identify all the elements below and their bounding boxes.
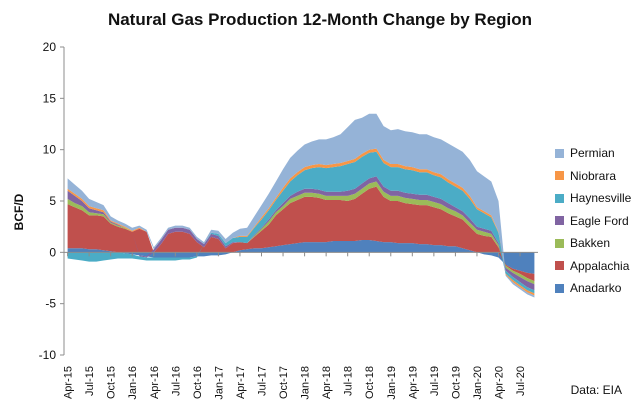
legend-label: Bakken [570, 236, 611, 251]
y-tick-labels: -10 -5 0 5 10 15 20 [39, 40, 64, 362]
x-tick-label: Jan-19 [386, 366, 398, 400]
legend-swatch [555, 148, 564, 158]
x-tick-label: Apr-20 [494, 366, 506, 399]
x-tick-label: Jul-20 [515, 366, 527, 396]
x-tick-label: Apr-16 [149, 366, 161, 399]
x-tick-label: Jul-17 [257, 366, 269, 396]
y-tick-label: 10 [43, 143, 57, 157]
x-tick-label: Oct-15 [106, 366, 118, 399]
legend-item-eagle-ford: Eagle Ford [555, 210, 635, 233]
y-tick-label: 20 [43, 40, 57, 54]
legend-swatch [555, 171, 564, 181]
x-tick-label: Apr-19 [407, 366, 419, 399]
legend-swatch [555, 283, 564, 293]
x-tick-label: Jan-17 [213, 366, 225, 400]
legend-item-haynesville: Haynesville [555, 187, 635, 210]
x-tick-label: Jul-19 [429, 366, 441, 396]
x-tick-label: Jan-16 [127, 366, 139, 400]
legend-item-niobrara: Niobrara [555, 165, 635, 188]
x-tick-label: Oct-19 [450, 366, 462, 399]
legend-item-permian: Permian [555, 142, 635, 165]
x-tick-labels: Apr-15 Jul-15 Oct-15 Jan-16 Apr-16 Jul-16 Oct-… [63, 252, 527, 400]
area-permian [67, 113, 535, 298]
x-tick-label: Oct-18 [364, 366, 376, 399]
x-tick-label: Jul-15 [84, 366, 96, 396]
legend-swatch [555, 261, 564, 271]
x-tick-label: Oct-17 [278, 366, 290, 399]
legend-label: Haynesville [570, 191, 632, 206]
legend-label: Eagle Ford [570, 213, 629, 228]
x-tick-label: Apr-18 [321, 366, 333, 399]
x-tick-label: Apr-15 [63, 366, 75, 399]
legend-item-anadarko: Anadarko [555, 277, 635, 300]
data-source-note: Data: EIA [570, 383, 622, 397]
chart-title: Natural Gas Production 12-Month Change b… [107, 10, 533, 29]
x-tick-label: Jan-18 [300, 366, 312, 400]
legend-label: Permian [570, 146, 615, 161]
legend: Permian Niobrara Haynesville Eagle Ford … [555, 142, 635, 300]
area-haynesville [67, 151, 535, 294]
y-tick-label: 15 [43, 91, 57, 105]
x-tick-label: Jul-16 [170, 366, 182, 396]
y-tick-label: 5 [49, 194, 56, 208]
legend-label: Anadarko [570, 281, 622, 296]
y-tick-label: -5 [45, 297, 56, 311]
area-anadarko [67, 240, 535, 274]
legend-swatch [555, 216, 564, 226]
area-appalachia [67, 186, 535, 282]
legend-swatch [555, 238, 564, 248]
x-tick-label: Apr-17 [235, 366, 247, 399]
y-tick-label: 0 [49, 245, 56, 259]
x-tick-label: Jul-18 [343, 366, 355, 396]
legend-label: Appalachia [570, 258, 630, 273]
y-tick-label: -10 [39, 348, 57, 362]
legend-item-appalachia: Appalachia [555, 255, 635, 278]
area-layers [67, 113, 535, 298]
legend-label: Niobrara [570, 168, 617, 183]
x-tick-label: Oct-16 [192, 366, 204, 399]
legend-item-bakken: Bakken [555, 232, 635, 255]
x-tick-label: Jan-20 [472, 366, 484, 400]
legend-swatch [555, 193, 564, 203]
